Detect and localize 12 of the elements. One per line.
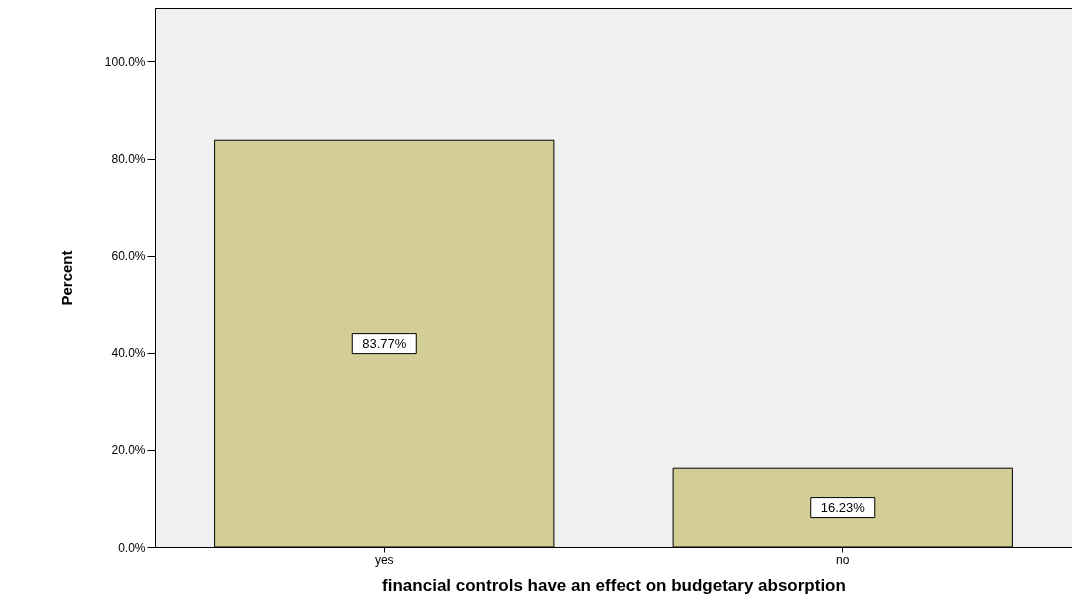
y-tick-label: 60.0% bbox=[111, 249, 146, 264]
x-tick-label: yes bbox=[374, 552, 394, 567]
data-label: 16.23% bbox=[820, 499, 866, 515]
y-tick-label: 100.0% bbox=[104, 54, 146, 69]
data-label: 83.77% bbox=[362, 335, 407, 351]
y-axis-title: Percent bbox=[57, 250, 75, 306]
x-axis-title: financial controls have an effect on budgetary absorption bbox=[382, 575, 846, 595]
y-tick-label: 0.0% bbox=[118, 540, 146, 555]
y-tick-label: 20.0% bbox=[111, 443, 146, 458]
x-tick-label: no bbox=[836, 552, 850, 567]
y-tick-label: 80.0% bbox=[111, 152, 146, 167]
y-tick-label: 40.0% bbox=[111, 346, 146, 361]
